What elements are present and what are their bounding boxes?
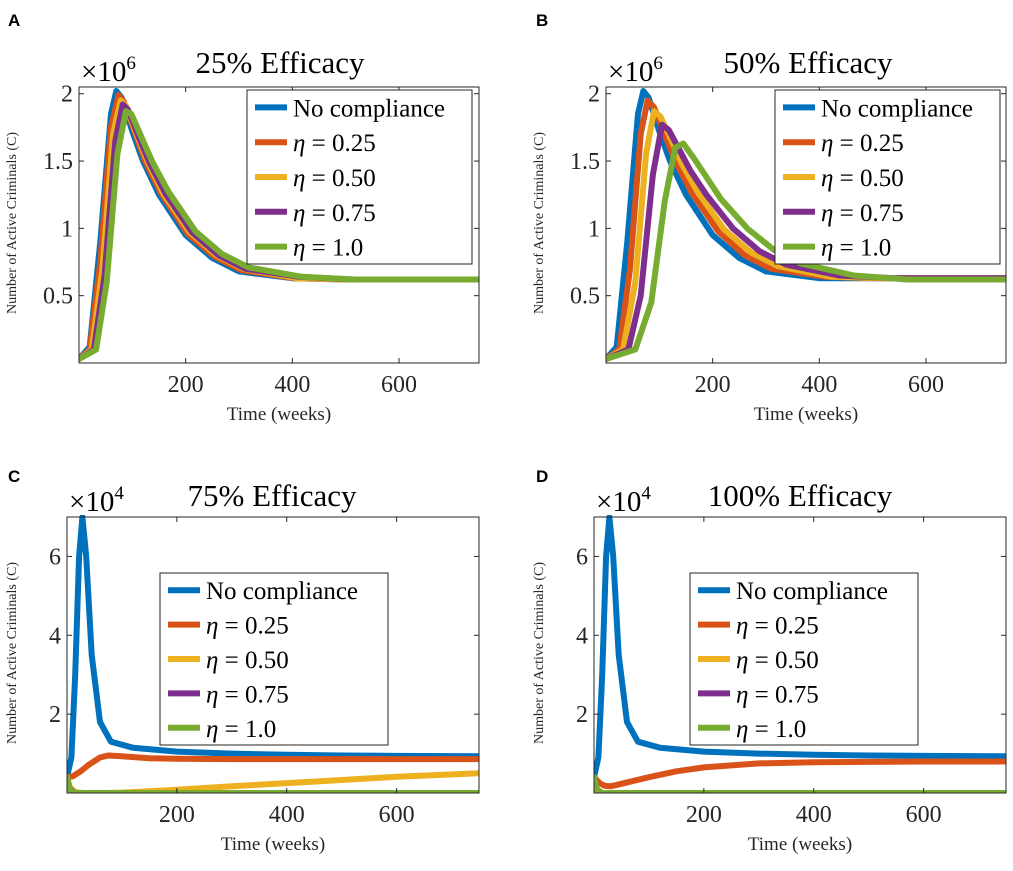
y-tick-label: 0.5: [570, 284, 600, 310]
legend-label: η = 0.50: [821, 165, 904, 192]
legend-label: η = 0.75: [736, 681, 819, 708]
legend-label: η = 0.25: [736, 613, 819, 640]
legend-label: η = 0.75: [293, 200, 376, 227]
chart-title: 50% Efficacy: [724, 45, 893, 80]
legend-label: No compliance: [821, 95, 973, 122]
series-group: [67, 515, 479, 793]
y-tick-label: 1: [588, 216, 600, 242]
axes-box: [605, 86, 1007, 364]
series-line-0: [594, 515, 1006, 781]
legend-label: η = 1.0: [206, 716, 276, 743]
y-tick-label: 2: [588, 82, 600, 108]
legend-label: η = 0.75: [206, 681, 289, 708]
x-tick-label: 400: [801, 372, 837, 398]
y-tick-label: 4: [49, 623, 61, 649]
panel-letter: A: [8, 11, 20, 30]
axis-scale-label: ×106: [81, 53, 136, 88]
x-tick-label: 600: [908, 372, 944, 398]
x-axis-label: Time (weeks): [227, 404, 331, 425]
panel-letter: B: [536, 11, 548, 30]
panel-letter: C: [8, 467, 20, 486]
series-group: [594, 515, 1006, 793]
y-axis-label: Number of Active Criminals (C): [5, 562, 20, 744]
series-line-4: [594, 774, 1006, 793]
y-tick-label: 4: [576, 623, 588, 649]
x-tick-label: 200: [686, 802, 722, 828]
axes-box: [593, 516, 1007, 794]
chart-title: 25% Efficacy: [196, 45, 365, 80]
y-tick-label: 0.5: [43, 284, 73, 310]
panel-B: B ×106 50% Efficacy 200 400 600 0.5 1 1.5 2 Time (…: [532, 11, 1007, 425]
legend-label: η = 1.0: [736, 716, 806, 743]
y-axis-label: Number of Active Criminals (C): [532, 132, 547, 314]
y-tick-label: 6: [576, 544, 588, 570]
axes-box: [78, 86, 480, 364]
legend-label: No compliance: [293, 95, 445, 122]
axis-scale-label: ×104: [596, 483, 651, 518]
panel-A: A ×106 25% Efficacy 200 400 600 0.5 1 1.5 2 Time (…: [5, 11, 480, 425]
panel-letter: D: [536, 467, 548, 486]
legend-label: η = 0.25: [821, 130, 904, 157]
panel-C: C ×104 75% Efficacy 200 400 600 2 4 6 Time (weeks…: [5, 467, 480, 855]
legend-label: η = 0.50: [206, 647, 289, 674]
legend: No compliance η = 0.25 η = 0.50 η = 0.75 η =…: [246, 89, 473, 265]
y-tick-label: 2: [49, 702, 61, 728]
y-tick-label: 6: [49, 544, 61, 570]
chart-title: 75% Efficacy: [188, 478, 357, 513]
legend-label: η = 0.50: [293, 165, 376, 192]
x-axis-label: Time (weeks): [748, 834, 852, 855]
legend: No compliance η = 0.25 η = 0.50 η = 0.75 η =…: [159, 572, 389, 746]
x-axis-label: Time (weeks): [754, 404, 858, 425]
y-tick-label: 2: [576, 702, 588, 728]
x-tick-label: 200: [695, 372, 731, 398]
series-line-0: [67, 515, 479, 781]
y-tick-label: 1: [61, 216, 73, 242]
series-line-4: [67, 774, 479, 793]
y-tick-label: 2: [61, 82, 73, 108]
legend-label: η = 0.25: [293, 130, 376, 157]
x-tick-label: 600: [379, 802, 415, 828]
y-axis-label: Number of Active Criminals (C): [5, 132, 20, 314]
y-tick-label: 1.5: [570, 149, 600, 175]
axis-scale-label: ×104: [69, 483, 124, 518]
legend-label: η = 0.25: [206, 613, 289, 640]
legend-label: No compliance: [736, 578, 888, 605]
series-line-1: [594, 758, 1006, 790]
panel-D: D ×104 100% Efficacy 200 400 600 2 4 6 Time (week…: [532, 467, 1007, 855]
series-line-1: [67, 752, 479, 781]
legend: No compliance η = 0.25 η = 0.50 η = 0.75 η =…: [689, 572, 919, 746]
axis-scale-label: ×106: [608, 53, 663, 88]
x-tick-label: 600: [906, 802, 942, 828]
axes-box: [66, 516, 480, 794]
series-line-4: [79, 108, 479, 362]
y-tick-label: 1.5: [43, 149, 73, 175]
x-tick-label: 400: [269, 802, 305, 828]
x-tick-label: 400: [274, 372, 310, 398]
legend-label: η = 0.50: [736, 647, 819, 674]
x-tick-label: 200: [159, 802, 195, 828]
series-group: [79, 88, 479, 362]
series-line-4: [606, 140, 1006, 362]
legend-label: η = 1.0: [821, 235, 891, 262]
x-axis-label: Time (weeks): [221, 834, 325, 855]
y-axis-label: Number of Active Criminals (C): [532, 562, 547, 744]
legend: No compliance η = 0.25 η = 0.50 η = 0.75 η =…: [774, 89, 1001, 265]
x-tick-label: 400: [796, 802, 832, 828]
legend-label: No compliance: [206, 578, 358, 605]
series-group: [606, 88, 1006, 362]
chart-title: 100% Efficacy: [708, 478, 893, 513]
x-tick-label: 600: [381, 372, 417, 398]
legend-label: η = 0.75: [821, 200, 904, 227]
x-tick-label: 200: [168, 372, 204, 398]
legend-label: η = 1.0: [293, 235, 363, 262]
